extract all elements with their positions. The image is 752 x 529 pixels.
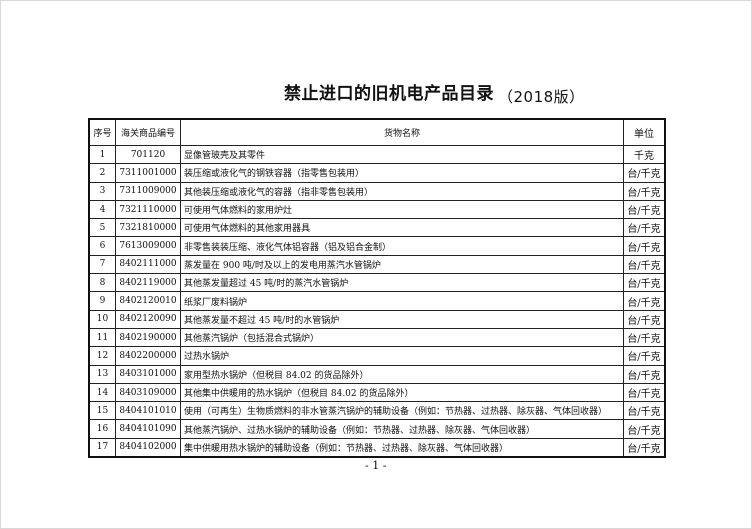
row-code: 7311001000 bbox=[115, 163, 181, 183]
table-row: 15 8404101010 使用（可再生）生物质燃料的非水管蒸汽锅炉的辅助设备（例如… bbox=[88, 401, 666, 421]
row-name: 纸浆厂废料锅炉 bbox=[180, 291, 624, 311]
edition-label: （2018版） bbox=[498, 88, 585, 106]
row-seq: 14 bbox=[88, 382, 116, 403]
header-seq: 序号 bbox=[88, 118, 116, 146]
row-unit: 台/千克 bbox=[623, 163, 666, 183]
row-code: 7321810000 bbox=[115, 218, 181, 238]
row-code: 7311009000 bbox=[115, 181, 181, 201]
title-text: 禁止进口的旧机电产品目录 bbox=[284, 84, 494, 104]
row-name: 其他蒸汽锅炉（包括混合式锅炉） bbox=[180, 327, 624, 348]
row-code: 7321110000 bbox=[115, 199, 181, 220]
row-seq: 6 bbox=[88, 236, 116, 256]
page-number: - 1 - bbox=[365, 459, 387, 472]
row-unit: 台/千克 bbox=[623, 291, 666, 311]
row-name: 其他蒸发量不超过 45 吨/时的水管锅炉 bbox=[180, 309, 624, 329]
row-unit: 千克 bbox=[623, 144, 666, 165]
row-name: 其他集中供暖用的热水锅炉（但税目 84.02 的货品除外） bbox=[180, 382, 624, 403]
row-seq: 7 bbox=[88, 254, 116, 275]
table-row: 12 8402200000 过热水锅炉 台/千克 bbox=[88, 346, 666, 366]
row-unit: 台/千克 bbox=[623, 236, 666, 256]
row-unit: 台/千克 bbox=[623, 273, 666, 293]
row-code: 8402120090 bbox=[115, 309, 181, 329]
product-table: 序号 海关商品编号 货物名称 单位 1 701120 显像管玻壳及其零件 千克 2 731… bbox=[88, 118, 666, 459]
header-unit: 单位 bbox=[623, 118, 666, 146]
row-seq: 17 bbox=[88, 437, 116, 458]
table-row: 7 8402111000 蒸发量在 900 吨/时及以上的发电用蒸汽水管锅炉 台/千克 bbox=[88, 254, 666, 275]
row-seq: 1 bbox=[88, 144, 116, 165]
row-code: 8402111000 bbox=[115, 254, 181, 275]
row-code: 8402190000 bbox=[115, 327, 181, 348]
row-name: 显像管玻壳及其零件 bbox=[180, 144, 624, 165]
row-unit: 台/千克 bbox=[623, 364, 666, 384]
row-code: 8402200000 bbox=[115, 346, 181, 366]
row-code: 8404102000 bbox=[115, 437, 181, 458]
table-row: 6 7613009000 非零售装装压缩、液化气体铝容器（铝及铝合金制） 台/千克 bbox=[88, 236, 666, 256]
table-row: 17 8404102000 集中供暖用热水锅炉的辅助设备（例如：节热器、过热器、除灰… bbox=[88, 437, 666, 458]
table-row: 5 7321810000 可使用气体燃料的其他家用器具 台/千克 bbox=[88, 218, 666, 238]
table-row: 13 8403101000 家用型热水锅炉（但税目 84.02 的货品除外） 台/千克 bbox=[88, 364, 666, 384]
row-unit: 台/千克 bbox=[623, 346, 666, 366]
row-seq: 12 bbox=[88, 346, 116, 366]
row-code: 8404101090 bbox=[115, 419, 181, 439]
row-name: 蒸发量在 900 吨/时及以上的发电用蒸汽水管锅炉 bbox=[180, 254, 624, 275]
row-code: 8403109000 bbox=[115, 382, 181, 403]
table-row: 1 701120 显像管玻壳及其零件 千克 bbox=[88, 144, 666, 165]
table-row: 14 8403109000 其他集中供暖用的热水锅炉（但税目 84.02 的货品除外… bbox=[88, 382, 666, 403]
row-unit: 台/千克 bbox=[623, 419, 666, 439]
row-name: 家用型热水锅炉（但税目 84.02 的货品除外） bbox=[180, 364, 624, 384]
row-code: 7613009000 bbox=[115, 236, 181, 256]
row-name: 可使用气体燃料的家用炉灶 bbox=[180, 199, 624, 220]
row-name: 装压缩或液化气的钢铁容器（指零售包装用） bbox=[180, 163, 624, 183]
table-row: 3 7311009000 其他装压缩或液化气的容器（指非零售包装用） 台/千克 bbox=[88, 181, 666, 201]
row-code: 8403101000 bbox=[115, 364, 181, 384]
row-code: 8402119000 bbox=[115, 273, 181, 293]
row-seq: 2 bbox=[88, 163, 116, 183]
table-row: 16 8404101090 其他蒸汽锅炉、过热水锅炉的辅助设备（例如：节热器、过热器… bbox=[88, 419, 666, 439]
row-unit: 台/千克 bbox=[623, 309, 666, 329]
row-seq: 16 bbox=[88, 419, 116, 439]
row-name: 其他蒸汽锅炉、过热水锅炉的辅助设备（例如：节热器、过热器、除灰器、气体回收器） bbox=[180, 419, 624, 439]
row-unit: 台/千克 bbox=[623, 218, 666, 238]
row-seq: 13 bbox=[88, 364, 116, 384]
header-name: 货物名称 bbox=[180, 118, 624, 146]
row-name: 非零售装装压缩、液化气体铝容器（铝及铝合金制） bbox=[180, 236, 624, 256]
row-unit: 台/千克 bbox=[623, 401, 666, 421]
row-name: 可使用气体燃料的其他家用器具 bbox=[180, 218, 624, 238]
table-row: 10 8402120090 其他蒸发量不超过 45 吨/时的水管锅炉 台/千克 bbox=[88, 309, 666, 329]
table-row: 2 7311001000 装压缩或液化气的钢铁容器（指零售包装用） 台/千克 bbox=[88, 163, 666, 183]
header-code: 海关商品编号 bbox=[115, 118, 181, 146]
row-unit: 台/千克 bbox=[623, 437, 666, 458]
row-seq: 10 bbox=[88, 309, 116, 329]
table-header: 序号 海关商品编号 货物名称 单位 bbox=[88, 118, 666, 146]
row-seq: 11 bbox=[88, 327, 116, 348]
row-seq: 9 bbox=[88, 291, 116, 311]
table-row: 11 8402190000 其他蒸汽锅炉（包括混合式锅炉） 台/千克 bbox=[88, 327, 666, 348]
row-unit: 台/千克 bbox=[623, 382, 666, 403]
row-name: 使用（可再生）生物质燃料的非水管蒸汽锅炉的辅助设备（例如：节热器、过热器、除灰器… bbox=[180, 401, 624, 421]
row-unit: 台/千克 bbox=[623, 181, 666, 201]
page-title: 禁止进口的旧机电产品目录 （2018版） bbox=[284, 79, 585, 106]
row-seq: 15 bbox=[88, 401, 116, 421]
row-seq: 4 bbox=[88, 199, 116, 220]
row-seq: 5 bbox=[88, 218, 116, 238]
table-row: 8 8402119000 其他蒸发量超过 45 吨/时的蒸汽水管锅炉 台/千克 bbox=[88, 273, 666, 293]
row-name: 过热水锅炉 bbox=[180, 346, 624, 366]
row-unit: 台/千克 bbox=[623, 254, 666, 275]
row-code: 8402120010 bbox=[115, 291, 181, 311]
row-seq: 8 bbox=[88, 273, 116, 293]
row-name: 其他蒸发量超过 45 吨/时的蒸汽水管锅炉 bbox=[180, 273, 624, 293]
table-row: 9 8402120010 纸浆厂废料锅炉 台/千克 bbox=[88, 291, 666, 311]
row-name: 其他装压缩或液化气的容器（指非零售包装用） bbox=[180, 181, 624, 201]
row-seq: 3 bbox=[88, 181, 116, 201]
row-code: 701120 bbox=[115, 144, 181, 165]
table-row: 4 7321110000 可使用气体燃料的家用炉灶 台/千克 bbox=[88, 199, 666, 220]
row-name: 集中供暖用热水锅炉的辅助设备（例如：节热器、过热器、除灰器、气体回收器） bbox=[180, 437, 624, 458]
row-unit: 台/千克 bbox=[623, 327, 666, 348]
row-code: 8404101010 bbox=[115, 401, 181, 421]
row-unit: 台/千克 bbox=[623, 199, 666, 220]
